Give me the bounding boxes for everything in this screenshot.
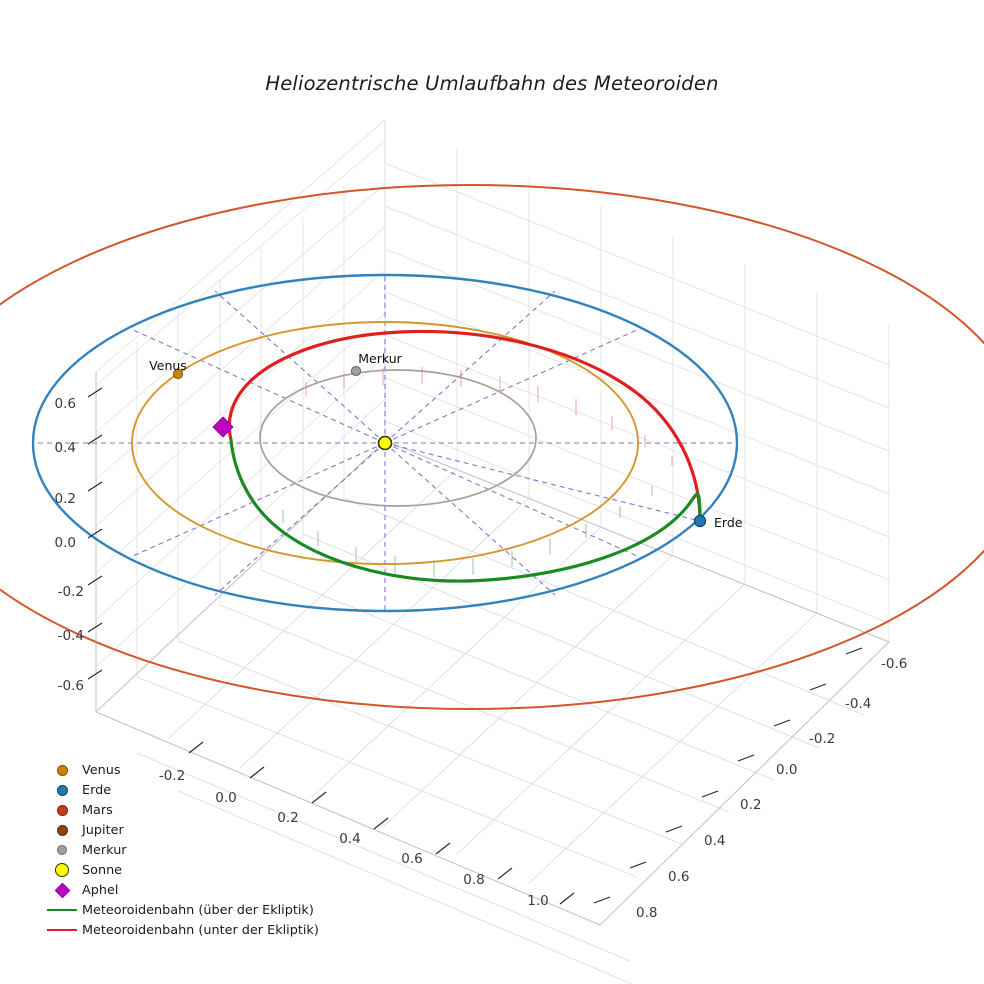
z-tick-label-0: 0.6 bbox=[55, 396, 76, 412]
x-axis-ticks bbox=[188, 741, 575, 905]
x-tick-label-0: -0.2 bbox=[159, 768, 185, 784]
z-tick-label-1: 0.4 bbox=[55, 440, 76, 456]
merkur-marker bbox=[350, 365, 362, 377]
x-tick-label-4: 0.6 bbox=[401, 851, 422, 867]
x-tick-label-5: 0.8 bbox=[463, 872, 484, 888]
legend-item-meteoroid-above: Meteoroidenbahn (über der Ekliptik) bbox=[42, 900, 372, 920]
green-line-icon bbox=[42, 909, 82, 911]
legend-item-erde: Erde bbox=[42, 780, 372, 800]
legend-item-mars: Mars bbox=[42, 800, 372, 820]
legend-label-meteoroid-above: Meteoroidenbahn (über der Ekliptik) bbox=[82, 902, 314, 918]
z-tick-label-4: -0.2 bbox=[58, 584, 84, 600]
legend-item-jupiter: Jupiter bbox=[42, 820, 372, 840]
y-tick-label-1: -0.4 bbox=[845, 696, 871, 712]
legend-label-jupiter: Jupiter bbox=[82, 822, 124, 838]
x-tick-label-2: 0.2 bbox=[277, 810, 298, 826]
y-tick-label-0: -0.6 bbox=[881, 656, 907, 672]
aphel-marker bbox=[212, 416, 234, 438]
orbit-venus bbox=[131, 321, 639, 565]
aphel-marker-icon bbox=[42, 882, 82, 898]
legend-label-mars: Mars bbox=[82, 802, 113, 818]
dropline-above-ecliptic bbox=[282, 486, 653, 577]
legend-label-merkur: Merkur bbox=[82, 842, 127, 858]
legend-item-aphel: Aphel bbox=[42, 880, 372, 900]
page-title: Heliozentrische Umlaufbahn des Meteoroid… bbox=[265, 72, 719, 95]
y-tick-label-6: 0.6 bbox=[668, 869, 689, 885]
z-tick-label-5: -0.4 bbox=[58, 628, 84, 644]
z-tick-label-6: -0.6 bbox=[58, 678, 84, 694]
erde-marker-icon bbox=[42, 784, 82, 796]
jupiter-marker-icon bbox=[42, 824, 82, 836]
annotation-erde: Erde bbox=[714, 515, 743, 530]
y-tick-label-7: 0.8 bbox=[636, 905, 657, 921]
sonne-marker bbox=[377, 435, 393, 451]
radial-guide-lines bbox=[33, 275, 737, 612]
y-tick-label-2: -0.2 bbox=[809, 731, 835, 747]
legend-label-sonne: Sonne bbox=[82, 862, 123, 878]
z-tick-label-3: 0.0 bbox=[55, 535, 76, 551]
orbit-mars bbox=[0, 184, 984, 710]
z-tick-label-2: 0.2 bbox=[55, 491, 76, 507]
legend-item-venus: Venus bbox=[42, 760, 372, 780]
mars-marker-icon bbox=[42, 804, 82, 816]
y-tick-label-5: 0.4 bbox=[704, 833, 725, 849]
annotation-merkur: Merkur bbox=[358, 351, 402, 366]
chart-legend: Venus Erde Mars Jupiter Merkur Sonne Aph… bbox=[42, 760, 372, 940]
annotation-venus: Venus bbox=[149, 358, 187, 373]
x-tick-label-6: 1.0 bbox=[527, 893, 548, 909]
x-tick-label-3: 0.4 bbox=[339, 831, 360, 847]
y-axis-ticks bbox=[593, 647, 863, 904]
y-tick-label-4: 0.2 bbox=[740, 797, 761, 813]
axis-spines bbox=[95, 372, 890, 926]
z-axis-ticks bbox=[87, 387, 103, 680]
legend-item-sonne: Sonne bbox=[42, 860, 372, 880]
legend-label-meteoroid-below: Meteoroidenbahn (unter der Ekliptik) bbox=[82, 922, 319, 938]
legend-label-aphel: Aphel bbox=[82, 882, 119, 898]
orbit-merkur bbox=[259, 369, 537, 507]
dropline-below-ecliptic bbox=[305, 367, 673, 466]
legend-label-erde: Erde bbox=[82, 782, 112, 798]
meteoroid-orbit-above bbox=[229, 438, 702, 583]
x-tick-label-1: 0.0 bbox=[215, 790, 236, 806]
sonne-marker-icon bbox=[42, 863, 82, 877]
legend-item-meteoroid-below: Meteoroidenbahn (unter der Ekliptik) bbox=[42, 920, 372, 940]
legend-item-merkur: Merkur bbox=[42, 840, 372, 860]
orbit-erde bbox=[31, 273, 739, 613]
legend-label-venus: Venus bbox=[82, 762, 121, 778]
y-tick-label-3: 0.0 bbox=[776, 762, 797, 778]
merkur-marker-icon bbox=[42, 845, 82, 855]
erde-marker bbox=[693, 514, 707, 528]
venus-marker-icon bbox=[42, 764, 82, 776]
meteoroid-orbit-below bbox=[227, 329, 702, 523]
venus-marker bbox=[172, 368, 184, 380]
red-line-icon bbox=[42, 929, 82, 931]
